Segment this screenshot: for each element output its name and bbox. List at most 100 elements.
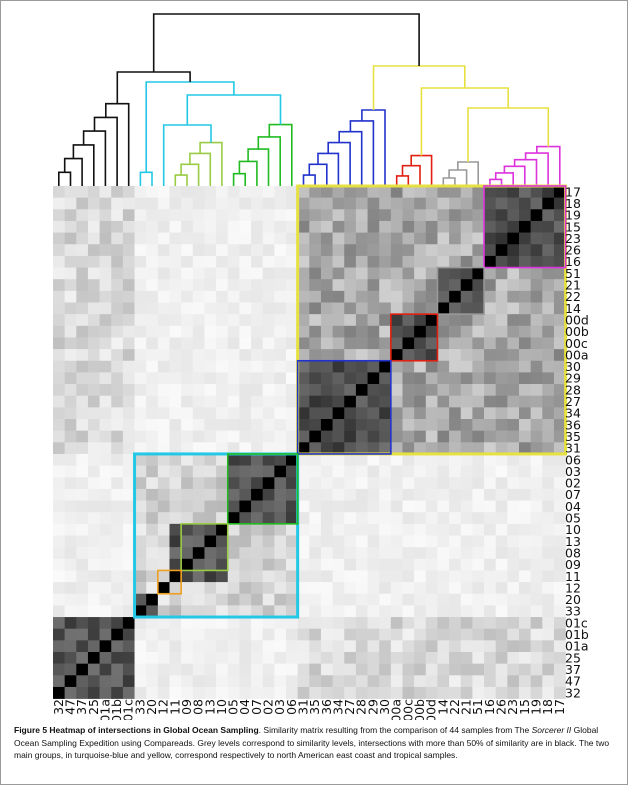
- dendrogram-branch: [420, 87, 509, 156]
- matrix-cell: [227, 465, 240, 478]
- matrix-cell: [449, 279, 462, 292]
- row-label: 15: [565, 219, 581, 234]
- matrix-cell: [122, 686, 135, 699]
- matrix-cell: [344, 593, 357, 606]
- matrix-cell: [472, 453, 485, 466]
- matrix-cell: [76, 186, 89, 198]
- matrix-cell: [414, 419, 427, 431]
- matrix-cell: [320, 197, 333, 210]
- dendrogram-branch: [139, 171, 153, 186]
- matrix-cell: [64, 407, 77, 420]
- matrix-cell: [192, 197, 205, 210]
- matrix-cell: [146, 349, 159, 362]
- matrix-cell: [320, 628, 333, 641]
- matrix-cell: [553, 314, 566, 327]
- matrix-cell: [181, 640, 194, 653]
- matrix-cell: [274, 349, 287, 362]
- column-label: 37: [74, 699, 89, 715]
- matrix-cell: [286, 686, 298, 699]
- matrix-cell: [286, 384, 298, 396]
- matrix-cell: [530, 290, 543, 303]
- matrix-cell: [402, 349, 415, 362]
- column-label: 36: [319, 699, 334, 715]
- matrix-cell: [169, 628, 182, 641]
- matrix-cell: [169, 535, 182, 548]
- matrix-cell: [414, 337, 427, 350]
- box-orange: [157, 569, 182, 595]
- matrix-cell: [169, 430, 182, 443]
- matrix-cell: [227, 255, 240, 268]
- matrix-cell: [286, 267, 298, 280]
- matrix-cell: [542, 279, 555, 292]
- matrix-cell: [542, 570, 555, 583]
- matrix-cell: [216, 663, 229, 676]
- matrix-cell: [332, 290, 345, 303]
- matrix-cell: [204, 267, 217, 280]
- matrix-cell: [495, 186, 508, 198]
- matrix-cell: [484, 360, 496, 373]
- matrix-cell: [53, 500, 65, 513]
- matrix-cell: [134, 593, 147, 606]
- matrix-cell: [553, 372, 566, 385]
- matrix-cell: [495, 593, 508, 606]
- matrix-cell: [227, 349, 240, 362]
- matrix-cell: [367, 430, 380, 443]
- matrix-cell: [76, 419, 89, 431]
- matrix-cell: [134, 279, 147, 292]
- column-label: 02: [261, 699, 276, 715]
- matrix-cell: [414, 255, 427, 268]
- matrix-cell: [204, 675, 217, 688]
- matrix-cell: [274, 523, 287, 536]
- matrix-cell: [181, 582, 194, 595]
- matrix-cell: [227, 523, 240, 536]
- matrix-cell: [402, 640, 415, 653]
- matrix-cell: [414, 244, 427, 257]
- matrix-cell: [251, 570, 263, 583]
- matrix-cell: [53, 255, 65, 268]
- matrix-cell: [320, 407, 333, 420]
- matrix-cell: [297, 244, 310, 257]
- matrix-cell: [181, 302, 194, 315]
- matrix-cell: [64, 255, 77, 268]
- matrix-cell: [134, 290, 147, 303]
- matrix-cell: [146, 314, 159, 327]
- matrix-cell: [274, 675, 287, 688]
- matrix-cell: [286, 593, 298, 606]
- matrix-cell: [472, 186, 485, 198]
- matrix-cell: [484, 523, 496, 536]
- matrix-cell: [495, 570, 508, 583]
- matrix-cell: [146, 267, 159, 280]
- matrix-cell: [390, 220, 403, 233]
- matrix-cell: [484, 465, 496, 478]
- matrix-cell: [507, 547, 520, 560]
- box-grey: [436, 266, 485, 315]
- column-label: 51: [470, 699, 485, 715]
- matrix-cell: [495, 430, 508, 443]
- matrix-cell: [379, 372, 392, 385]
- matrix-cell: [355, 244, 368, 257]
- matrix-cell: [332, 209, 345, 222]
- matrix-cell: [87, 279, 100, 292]
- matrix-cell: [274, 500, 287, 513]
- matrix-cell: [216, 617, 229, 629]
- matrix-cell: [111, 663, 124, 676]
- matrix-cell: [262, 325, 275, 338]
- matrix-cell: [251, 617, 263, 629]
- matrix-cell: [437, 360, 450, 373]
- matrix-cell: [64, 232, 77, 245]
- matrix-cell: [390, 500, 403, 513]
- matrix-cell: [472, 500, 485, 513]
- matrix-cell: [553, 302, 566, 315]
- matrix-cell: [425, 453, 438, 466]
- matrix-cell: [87, 232, 100, 245]
- matrix-cell: [472, 360, 485, 373]
- matrix-cell: [402, 209, 415, 222]
- matrix-cell: [542, 488, 555, 501]
- matrix-cell: [460, 605, 473, 618]
- matrix-cell: [484, 325, 496, 338]
- matrix-cell: [99, 500, 112, 513]
- matrix-cell: [309, 337, 322, 350]
- matrix-cell: [402, 500, 415, 513]
- matrix-cell: [355, 407, 368, 420]
- matrix-cell: [216, 500, 229, 513]
